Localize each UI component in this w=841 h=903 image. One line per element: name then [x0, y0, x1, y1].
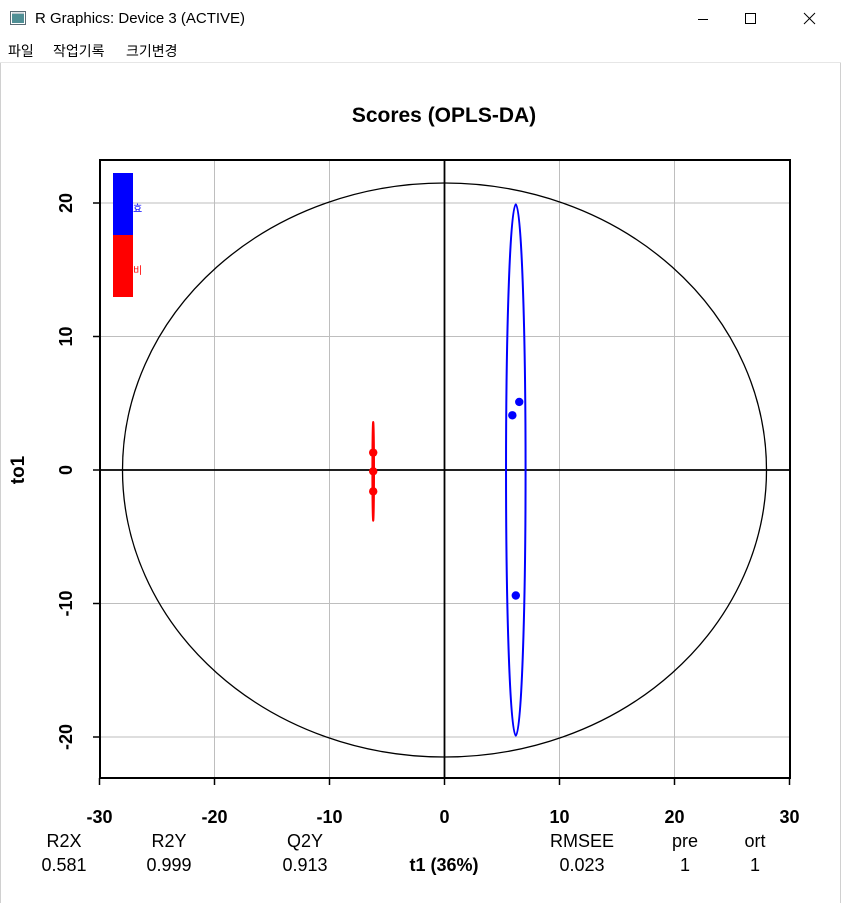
r-graphics-window-icon — [10, 11, 26, 25]
data-point-1 — [515, 397, 524, 407]
opls-da-score-plot: -30 -20 -10 0 10 20 30 -20 -10 0 10 20 Scores (OPLS-… — [8, 104, 800, 875]
stat-value-ort: 1 — [750, 855, 760, 875]
stat-value-pre: 1 — [680, 855, 690, 875]
window-title: R Graphics: Device 3 (ACTIVE) — [35, 10, 246, 27]
x-tick-label: 0 — [439, 807, 449, 827]
stat-header-q2y: Q2Y — [287, 831, 323, 851]
stat-header-r2x: R2X — [46, 831, 81, 851]
stat-header-r2y: R2Y — [151, 831, 186, 851]
minimize-button[interactable] — [675, 0, 731, 38]
data-point-2 — [369, 487, 378, 496]
close-button[interactable] — [782, 0, 838, 38]
x-tick-label: -10 — [316, 807, 342, 827]
group-ellipse-1 — [505, 203, 527, 737]
window-border-left — [0, 63, 1, 903]
y-tick-label: 0 — [56, 465, 76, 475]
x-tick-label: -20 — [201, 807, 227, 827]
stat-value-rmsee: 0.023 — [559, 855, 604, 875]
y-tick-label: 10 — [56, 326, 76, 346]
y-tick-label: -10 — [56, 590, 76, 616]
hotelling-t2-ellipse — [121, 182, 768, 758]
minimize-icon — [698, 19, 708, 20]
stat-header-pre: pre — [672, 831, 698, 851]
chart-title: Scores (OPLS-DA) — [352, 104, 536, 127]
legend-label-2: 비 — [133, 265, 142, 277]
stat-value-r2y: 0.999 — [146, 855, 191, 875]
maximize-icon — [745, 13, 756, 24]
menu-file[interactable]: 파일 — [8, 44, 34, 60]
menu-bar: 파일 작업기록 크기변경 — [0, 38, 841, 63]
maximize-button[interactable] — [723, 0, 779, 38]
y-axis-label: to1 — [8, 455, 29, 484]
data-point-2 — [369, 467, 378, 476]
legend-swatch-1 — [113, 173, 133, 235]
y-tick-label: 20 — [56, 193, 76, 213]
stat-value-q2y: 0.913 — [282, 855, 327, 875]
y-tick-label: -20 — [56, 724, 76, 750]
x-axis-label: t1 (36%) — [409, 855, 478, 875]
data-point-2 — [369, 448, 378, 457]
x-tick-label: 30 — [779, 807, 799, 827]
window-titlebar[interactable]: R Graphics: Device 3 (ACTIVE) — [0, 0, 841, 38]
x-tick-label: -30 — [86, 807, 112, 827]
stat-header-rmsee: RMSEE — [550, 831, 614, 851]
data-point-1 — [508, 411, 517, 420]
menu-resize[interactable]: 크기변경 — [126, 44, 178, 60]
stat-value-r2x: 0.581 — [41, 855, 86, 875]
data-point-1 — [511, 591, 520, 600]
legend-swatch-2 — [113, 235, 133, 297]
stat-header-ort: ort — [744, 831, 765, 851]
x-tick-label: 20 — [664, 807, 684, 827]
x-tick-label: 10 — [549, 807, 569, 827]
close-icon — [803, 12, 816, 25]
plot-area: -30 -20 -10 0 10 20 30 -20 -10 0 10 20 Scores (OPLS-… — [0, 63, 841, 903]
menu-history[interactable]: 작업기록 — [53, 44, 105, 60]
legend-label-1: 효 — [133, 203, 142, 215]
